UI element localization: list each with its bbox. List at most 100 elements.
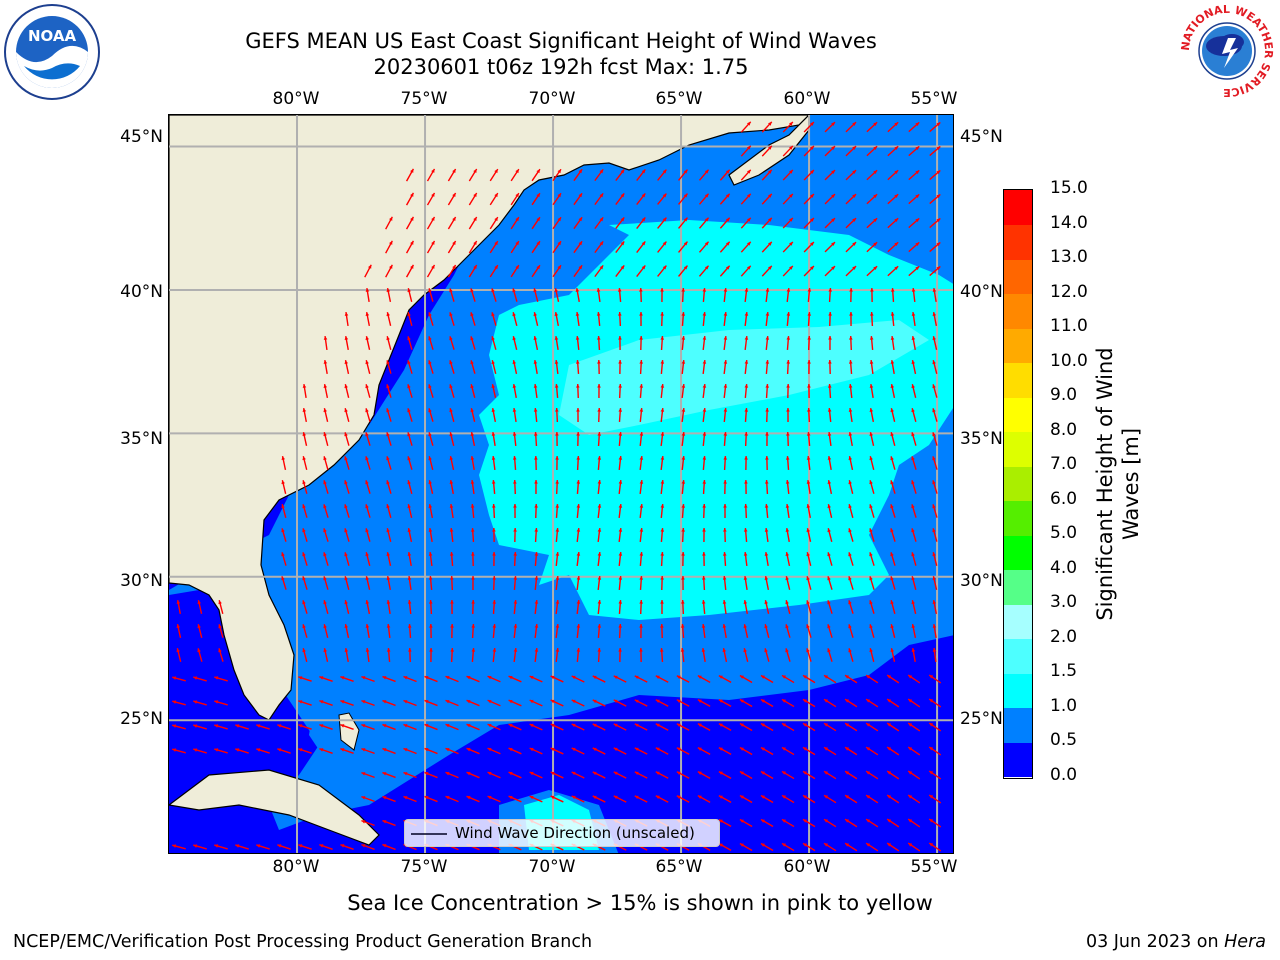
wave-direction-arrow	[489, 168, 499, 182]
top-lon-tick-70w: 70°W	[528, 89, 576, 109]
wave-direction-arrow	[529, 723, 543, 731]
wave-direction-arrow	[594, 216, 604, 230]
wave-direction-arrow	[639, 599, 643, 615]
wave-direction-arrow	[571, 699, 585, 707]
wave-direction-arrow	[571, 795, 585, 803]
wave-direction-arrow	[319, 676, 333, 682]
colorbar-tick-label: 12.0	[1050, 281, 1088, 302]
wave-direction-arrow	[636, 169, 646, 181]
wave-direction-arrow	[385, 240, 393, 254]
wave-direction-arrow	[302, 600, 308, 614]
wave-direction-arrow	[534, 623, 539, 639]
wave-direction-arrow	[680, 623, 685, 639]
wave-direction-arrow	[929, 169, 941, 181]
wave-direction-arrow	[428, 360, 434, 374]
wave-direction-arrow	[344, 335, 349, 351]
wave-direction-arrow	[932, 647, 937, 663]
wave-direction-arrow	[613, 675, 627, 683]
wave-direction-arrow	[447, 168, 457, 182]
wave-direction-arrow	[785, 648, 791, 662]
wave-direction-arrow	[681, 407, 686, 423]
wave-direction-arrow	[466, 747, 480, 755]
wave-direction-arrow	[405, 192, 415, 206]
wave-direction-arrow	[681, 455, 686, 471]
wave-direction-arrow	[932, 287, 937, 303]
wave-direction-arrow	[740, 121, 752, 133]
wave-direction-arrow	[827, 624, 833, 638]
wave-direction-arrow	[491, 384, 497, 398]
wave-direction-arrow	[571, 675, 585, 683]
wave-direction-arrow	[575, 311, 580, 327]
wave-direction-arrow	[677, 169, 689, 181]
wave-direction-arrow	[618, 407, 623, 423]
wave-direction-arrow	[824, 193, 836, 205]
wave-direction-arrow	[765, 407, 769, 423]
wave-direction-arrow	[407, 599, 412, 615]
wave-direction-arrow	[890, 624, 896, 638]
wave-direction-arrow	[405, 240, 415, 254]
wave-direction-arrow	[513, 575, 518, 591]
wave-direction-arrow	[534, 551, 539, 567]
wave-direction-arrow	[681, 287, 685, 303]
wave-direction-arrow	[323, 576, 329, 590]
wave-direction-arrow	[932, 480, 938, 494]
wave-direction-arrow	[597, 551, 602, 567]
wave-direction-arrow	[281, 576, 287, 590]
wave-direction-arrow	[718, 818, 732, 828]
wave-direction-arrow	[172, 724, 186, 730]
wave-direction-arrow	[550, 723, 564, 731]
wave-direction-arrow	[803, 145, 815, 157]
colorbar-tick-label: 9.0	[1050, 385, 1078, 406]
colorbar	[1003, 189, 1033, 779]
wave-direction-arrow	[723, 407, 728, 423]
wave-direction-arrow	[844, 818, 858, 828]
wave-direction-arrow	[471, 623, 476, 639]
wave-direction-arrow	[281, 528, 287, 542]
wave-direction-arrow	[723, 335, 728, 351]
wave-direction-arrow	[218, 648, 224, 662]
wave-direction-arrow	[785, 503, 790, 519]
wave-direction-arrow	[660, 311, 664, 327]
wave-direction-arrow	[214, 724, 228, 730]
wave-direction-arrow	[449, 503, 454, 519]
wave-direction-arrow	[487, 675, 501, 683]
top-lon-tick-75w: 75°W	[400, 89, 448, 109]
wave-direction-arrow	[529, 699, 543, 707]
wave-direction-arrow	[340, 676, 354, 682]
wave-direction-arrow	[302, 432, 308, 446]
wave-direction-arrow	[386, 647, 391, 663]
wave-direction-arrow	[618, 623, 622, 639]
wave-direction-arrow	[385, 216, 393, 230]
wave-direction-arrow	[928, 818, 942, 828]
wave-direction-arrow	[555, 623, 560, 639]
wave-direction-arrow	[639, 575, 644, 591]
wave-direction-arrow	[911, 432, 917, 446]
wave-direction-arrow	[281, 456, 287, 470]
wave-direction-arrow	[697, 771, 711, 779]
wave-direction-arrow	[428, 336, 434, 350]
wave-direction-arrow	[911, 408, 917, 422]
wave-direction-arrow	[764, 479, 769, 495]
wave-direction-arrow	[534, 527, 539, 543]
wave-direction-arrow	[492, 527, 496, 543]
wave-direction-arrow	[424, 771, 438, 779]
wave-direction-arrow	[848, 504, 854, 518]
wave-direction-arrow	[298, 676, 312, 682]
wave-direction-arrow	[596, 287, 601, 303]
map-panel[interactable]: Wind Wave Direction (unscaled)	[168, 114, 954, 854]
wave-direction-arrow	[639, 455, 644, 471]
wave-direction-arrow	[193, 676, 207, 682]
wave-direction-arrow	[618, 383, 622, 399]
wave-direction-arrow	[744, 383, 749, 399]
wave-direction-arrow	[403, 795, 417, 803]
wave-direction-arrow	[298, 700, 312, 706]
wave-direction-arrow	[618, 599, 623, 615]
wave-direction-arrow	[555, 647, 560, 663]
wave-direction-arrow	[613, 771, 627, 779]
wave-direction-arrow	[529, 771, 543, 779]
wave-direction-arrow	[512, 383, 517, 399]
wave-direction-arrow	[824, 241, 836, 253]
bottom-lon-tick-70w: 70°W	[528, 857, 576, 877]
wave-direction-arrow	[865, 794, 879, 804]
wave-direction-arrow	[907, 746, 921, 756]
